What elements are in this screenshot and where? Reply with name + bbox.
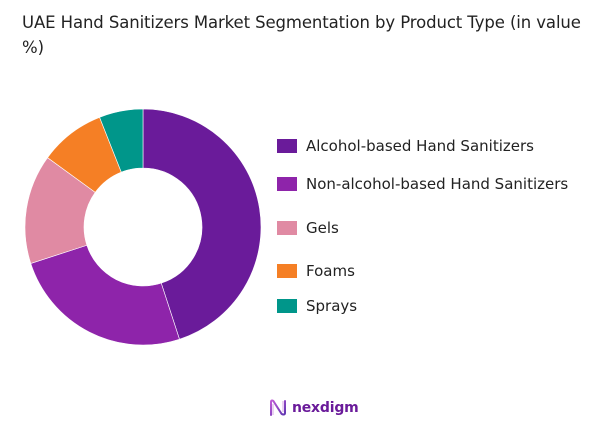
legend-swatch (277, 221, 297, 235)
brand-name: nexdigm (292, 400, 359, 416)
legend-swatch (277, 177, 297, 191)
chart-title: UAE Hand Sanitizers Market Segmentation … (22, 13, 581, 57)
brand-logo: nexdigm (268, 398, 359, 418)
legend-label: Non-alcohol-based Hand Sanitizers (306, 175, 569, 193)
legend-item-gels: Gels (277, 219, 339, 237)
legend-item-alcohol-based: Alcohol-based Hand Sanitizers (277, 137, 534, 155)
donut-segment-alcohol-based-hand-sanitizers (142, 108, 262, 340)
legend-swatch (277, 139, 297, 153)
legend-label: Gels (306, 219, 339, 237)
legend-item-foams: Foams (277, 262, 355, 280)
legend-item-sprays: Sprays (277, 297, 357, 315)
legend-swatch (277, 264, 297, 278)
legend-label: Sprays (306, 297, 358, 315)
legend-swatch (277, 299, 297, 313)
legend-item-non-alcohol-based: Non-alcohol-based Hand Sanitizers (277, 175, 568, 193)
legend-label: Alcohol-based Hand Sanitizers (306, 137, 534, 155)
donut-segment-non-alcohol-based-hand-sanitizers (30, 244, 180, 346)
nexdigm-logo-icon (270, 399, 286, 416)
donut-segment-sprays (99, 108, 144, 173)
legend-label: Foams (306, 262, 355, 280)
